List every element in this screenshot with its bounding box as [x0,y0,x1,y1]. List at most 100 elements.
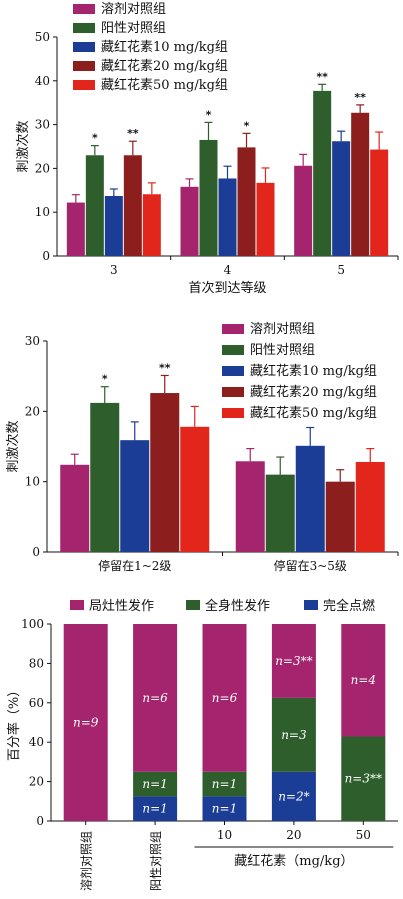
x-tick-label: 4 [224,263,232,277]
significance-marker: * [92,132,98,145]
x-tick-label: 5 [337,263,345,277]
x-tick-label: 20 [286,828,301,842]
y-axis-label: 百分率（%） [6,684,22,761]
stacked-bar-segment [133,624,178,772]
stacked-bar-segment [341,624,386,737]
legend-label: 局灶性发作 [89,598,154,614]
legend-swatch [70,600,84,610]
y-tick-label: 40 [29,735,44,749]
significance-marker: * [102,373,108,386]
x-tick-label: 3 [110,263,118,277]
y-tick-label: 50 [35,30,50,44]
bar [295,445,325,552]
legend-label: 藏红花素10 mg/kg组 [250,363,377,379]
segment-count-label: n=1 [212,777,237,791]
segment-count-label: n=1 [142,777,167,791]
y-tick-label: 20 [29,775,44,789]
bar [218,178,237,256]
y-tick-label: 10 [25,475,40,489]
segment-count-label: n=3** [345,772,382,786]
legend-swatch [73,42,95,52]
legend-label: 藏红花素20 mg/kg组 [101,58,228,74]
segment-count-label: n=2* [278,789,309,803]
legend-label: 阳性对照组 [101,21,166,36]
significance-marker: * [244,119,250,132]
bar [355,461,385,552]
y-tick-label: 0 [32,545,40,559]
stacked-bar-segment [133,796,178,821]
significance-marker: ** [159,361,171,374]
bar [90,402,120,552]
x-tick-label: 停留在3~5级 [274,558,347,573]
bar [180,426,210,552]
stacked-bar-segment [63,624,108,821]
segment-count-label: n=3 [281,728,307,742]
legend-swatch [222,345,244,355]
bar [237,147,256,256]
significance-marker: * [206,108,212,121]
y-tick-label: 40 [35,74,50,88]
segment-count-label: n=6 [212,691,238,705]
bar [265,474,295,552]
legend-swatch [186,600,200,610]
bar [66,202,85,256]
y-axis-label: 刺激次数 [15,120,31,172]
legend-label: 藏红花素50 mg/kg组 [250,405,377,421]
bar [325,481,355,552]
legend-label: 完全点燃 [323,598,375,614]
y-tick-label: 100 [21,617,44,631]
segment-count-label: n=1 [212,802,237,816]
y-tick-label: 30 [35,118,50,132]
bar [120,440,150,552]
bar [85,155,104,256]
bar [150,393,180,552]
group-label: 藏红花素（mg/kg） [234,853,353,869]
bar [60,464,90,552]
y-tick-label: 0 [36,814,44,828]
legend-swatch [73,61,95,71]
bar [104,195,123,256]
legend-swatch [222,387,244,397]
x-tick-label: 停留在1~2级 [98,558,171,573]
bar [294,165,313,256]
segment-count-label: n=3** [275,654,312,668]
x-axis-label: 首次到达等级 [188,280,266,296]
y-tick-label: 10 [35,205,50,219]
bar [370,149,389,256]
legend-label: 全身性发作 [205,598,270,614]
segment-count-label: n=1 [142,802,167,816]
bar [123,155,142,256]
legend-swatch [73,80,95,90]
legend-swatch [304,600,318,610]
stacked-bar-segment [202,624,247,772]
legend-label: 阳性对照组 [250,343,315,358]
legend-label: 藏红花素20 mg/kg组 [250,384,377,400]
x-tick-label: 10 [217,828,232,842]
legend-swatch [222,324,244,334]
chart-panel-c: 0 20 40 60 80 100 百分率（%） n=9 溶剂对照组 n=1 n=1 n=6 阳性对照组… [6,598,398,891]
significance-marker: ** [127,127,139,140]
y-tick-label: 20 [35,161,50,175]
bar [199,139,218,256]
legend-swatch [222,366,244,376]
stacked-bar-segment [202,796,247,821]
segment-count-label: n=4 [351,673,376,687]
stacked-bar-segment [271,697,316,772]
y-tick-label: 80 [29,656,44,670]
significance-marker: ** [354,91,366,104]
y-axis-label: 刺激次数 [5,420,21,472]
x-tick-label: 阳性对照组 [149,831,163,891]
bar [313,90,332,257]
bar [180,186,199,256]
stacked-bar-segment [271,771,316,821]
y-tick-label: 60 [29,696,44,710]
y-tick-label: 30 [25,334,40,348]
x-tick-label: 50 [356,828,371,842]
stacked-bar-segment [133,771,178,797]
stacked-bar-segment [271,624,316,698]
legend-label: 溶剂对照组 [101,2,166,17]
y-tick-label: 0 [42,249,50,263]
